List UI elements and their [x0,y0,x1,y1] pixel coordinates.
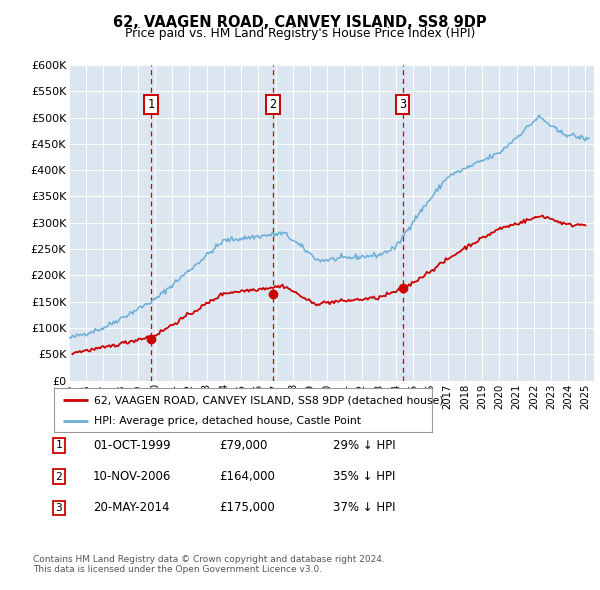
Text: 3: 3 [399,98,406,111]
Text: 29% ↓ HPI: 29% ↓ HPI [333,439,395,452]
Text: Price paid vs. HM Land Registry's House Price Index (HPI): Price paid vs. HM Land Registry's House … [125,27,475,40]
Text: 2: 2 [269,98,277,111]
Text: £164,000: £164,000 [219,470,275,483]
Text: 2: 2 [55,472,62,481]
Text: Contains HM Land Registry data © Crown copyright and database right 2024.: Contains HM Land Registry data © Crown c… [33,555,385,563]
Text: 37% ↓ HPI: 37% ↓ HPI [333,502,395,514]
Text: 1: 1 [55,441,62,450]
Text: 01-OCT-1999: 01-OCT-1999 [93,439,170,452]
Text: 62, VAAGEN ROAD, CANVEY ISLAND, SS8 9DP (detached house): 62, VAAGEN ROAD, CANVEY ISLAND, SS8 9DP … [94,395,443,405]
Text: £175,000: £175,000 [219,502,275,514]
Text: 20-MAY-2014: 20-MAY-2014 [93,502,170,514]
Text: 62, VAAGEN ROAD, CANVEY ISLAND, SS8 9DP: 62, VAAGEN ROAD, CANVEY ISLAND, SS8 9DP [113,15,487,30]
Text: This data is licensed under the Open Government Licence v3.0.: This data is licensed under the Open Gov… [33,565,322,574]
Text: 3: 3 [55,503,62,513]
Text: £79,000: £79,000 [219,439,268,452]
Text: 10-NOV-2006: 10-NOV-2006 [93,470,172,483]
Text: 35% ↓ HPI: 35% ↓ HPI [333,470,395,483]
Text: HPI: Average price, detached house, Castle Point: HPI: Average price, detached house, Cast… [94,415,361,425]
Text: 1: 1 [147,98,154,111]
